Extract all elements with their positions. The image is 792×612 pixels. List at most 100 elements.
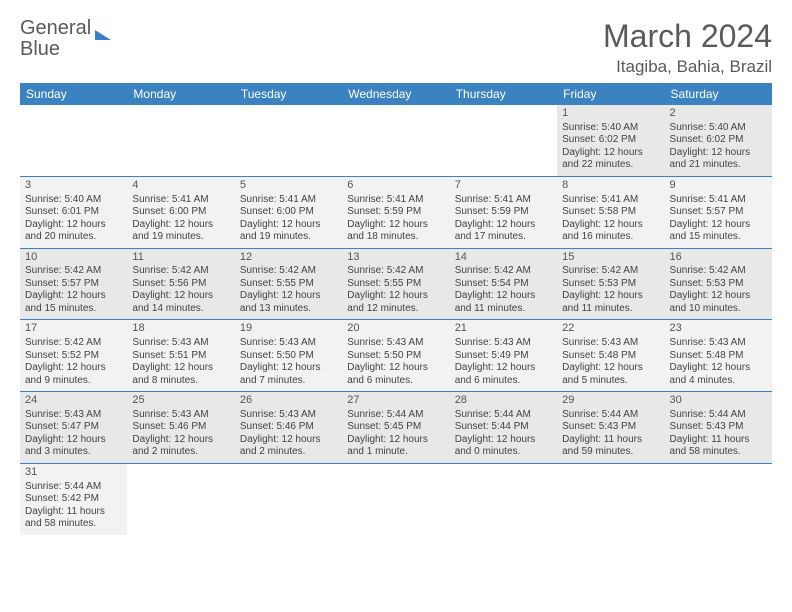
day-number: 29 <box>562 394 659 408</box>
sunset-line: Sunset: 5:59 PM <box>347 206 444 219</box>
sunrise-line: Sunrise: 5:42 AM <box>455 265 552 278</box>
daylight-line: Daylight: 12 hours and 12 minutes. <box>347 290 444 315</box>
calendar-week-row: 3Sunrise: 5:40 AMSunset: 6:01 PMDaylight… <box>20 176 772 248</box>
sunset-line: Sunset: 5:54 PM <box>455 278 552 291</box>
sunset-line: Sunset: 5:57 PM <box>25 278 122 291</box>
sunset-line: Sunset: 5:45 PM <box>347 421 444 434</box>
calendar-cell: 26Sunrise: 5:43 AMSunset: 5:46 PMDayligh… <box>235 392 342 464</box>
sunset-line: Sunset: 5:50 PM <box>240 350 337 363</box>
calendar-cell: 28Sunrise: 5:44 AMSunset: 5:44 PMDayligh… <box>450 392 557 464</box>
title-block: March 2024 Itagiba, Bahia, Brazil <box>603 18 772 77</box>
day-number: 3 <box>25 179 122 193</box>
location: Itagiba, Bahia, Brazil <box>603 57 772 77</box>
calendar-cell: 13Sunrise: 5:42 AMSunset: 5:55 PMDayligh… <box>342 248 449 320</box>
sunrise-line: Sunrise: 5:41 AM <box>455 194 552 207</box>
weekday-header: Friday <box>557 83 664 105</box>
daylight-line: Daylight: 12 hours and 0 minutes. <box>455 434 552 459</box>
daylight-line: Daylight: 12 hours and 18 minutes. <box>347 219 444 244</box>
sunset-line: Sunset: 6:02 PM <box>670 134 767 147</box>
sunset-line: Sunset: 5:55 PM <box>240 278 337 291</box>
weekday-header-row: Sunday Monday Tuesday Wednesday Thursday… <box>20 83 772 105</box>
day-number: 18 <box>132 322 229 336</box>
day-number: 26 <box>240 394 337 408</box>
calendar-cell: 3Sunrise: 5:40 AMSunset: 6:01 PMDaylight… <box>20 176 127 248</box>
calendar-cell: 12Sunrise: 5:42 AMSunset: 5:55 PMDayligh… <box>235 248 342 320</box>
calendar-table: Sunday Monday Tuesday Wednesday Thursday… <box>20 83 772 535</box>
calendar-cell: 2Sunrise: 5:40 AMSunset: 6:02 PMDaylight… <box>665 105 772 176</box>
calendar-cell: 8Sunrise: 5:41 AMSunset: 5:58 PMDaylight… <box>557 176 664 248</box>
daylight-line: Daylight: 11 hours and 58 minutes. <box>25 506 122 531</box>
calendar-cell <box>342 105 449 176</box>
calendar-cell: 18Sunrise: 5:43 AMSunset: 5:51 PMDayligh… <box>127 320 234 392</box>
sunrise-line: Sunrise: 5:41 AM <box>240 194 337 207</box>
sunset-line: Sunset: 5:43 PM <box>670 421 767 434</box>
sunrise-line: Sunrise: 5:43 AM <box>455 337 552 350</box>
calendar-cell: 6Sunrise: 5:41 AMSunset: 5:59 PMDaylight… <box>342 176 449 248</box>
daylight-line: Daylight: 12 hours and 20 minutes. <box>25 219 122 244</box>
sunset-line: Sunset: 6:01 PM <box>25 206 122 219</box>
weekday-header: Tuesday <box>235 83 342 105</box>
daylight-line: Daylight: 12 hours and 15 minutes. <box>670 219 767 244</box>
day-number: 12 <box>240 251 337 265</box>
day-number: 28 <box>455 394 552 408</box>
day-number: 8 <box>562 179 659 193</box>
calendar-cell: 7Sunrise: 5:41 AMSunset: 5:59 PMDaylight… <box>450 176 557 248</box>
day-number: 23 <box>670 322 767 336</box>
calendar-cell <box>665 463 772 534</box>
calendar-cell <box>235 105 342 176</box>
logo-flag-icon <box>95 30 111 40</box>
day-number: 10 <box>25 251 122 265</box>
sunrise-line: Sunrise: 5:42 AM <box>670 265 767 278</box>
day-number: 14 <box>455 251 552 265</box>
sunrise-line: Sunrise: 5:43 AM <box>670 337 767 350</box>
daylight-line: Daylight: 12 hours and 19 minutes. <box>132 219 229 244</box>
day-number: 6 <box>347 179 444 193</box>
calendar-cell: 24Sunrise: 5:43 AMSunset: 5:47 PMDayligh… <box>20 392 127 464</box>
calendar-cell: 20Sunrise: 5:43 AMSunset: 5:50 PMDayligh… <box>342 320 449 392</box>
daylight-line: Daylight: 12 hours and 2 minutes. <box>240 434 337 459</box>
sunset-line: Sunset: 5:42 PM <box>25 493 122 506</box>
sunrise-line: Sunrise: 5:42 AM <box>562 265 659 278</box>
logo-text-2: Blue <box>20 38 60 60</box>
weekday-header: Monday <box>127 83 234 105</box>
calendar-cell: 27Sunrise: 5:44 AMSunset: 5:45 PMDayligh… <box>342 392 449 464</box>
calendar-cell <box>450 105 557 176</box>
calendar-cell: 19Sunrise: 5:43 AMSunset: 5:50 PMDayligh… <box>235 320 342 392</box>
day-number: 27 <box>347 394 444 408</box>
sunset-line: Sunset: 6:00 PM <box>132 206 229 219</box>
sunset-line: Sunset: 5:49 PM <box>455 350 552 363</box>
calendar-cell: 16Sunrise: 5:42 AMSunset: 5:53 PMDayligh… <box>665 248 772 320</box>
day-number: 19 <box>240 322 337 336</box>
weekday-header: Thursday <box>450 83 557 105</box>
daylight-line: Daylight: 12 hours and 19 minutes. <box>240 219 337 244</box>
logo: General Blue <box>20 18 111 60</box>
daylight-line: Daylight: 12 hours and 8 minutes. <box>132 362 229 387</box>
calendar-cell <box>127 105 234 176</box>
sunrise-line: Sunrise: 5:40 AM <box>670 122 767 135</box>
weekday-header: Saturday <box>665 83 772 105</box>
sunset-line: Sunset: 6:00 PM <box>240 206 337 219</box>
day-number: 13 <box>347 251 444 265</box>
sunrise-line: Sunrise: 5:43 AM <box>240 409 337 422</box>
day-number: 9 <box>670 179 767 193</box>
sunrise-line: Sunrise: 5:43 AM <box>132 409 229 422</box>
calendar-cell: 11Sunrise: 5:42 AMSunset: 5:56 PMDayligh… <box>127 248 234 320</box>
day-number: 25 <box>132 394 229 408</box>
daylight-line: Daylight: 12 hours and 5 minutes. <box>562 362 659 387</box>
calendar-week-row: 17Sunrise: 5:42 AMSunset: 5:52 PMDayligh… <box>20 320 772 392</box>
sunset-line: Sunset: 5:56 PM <box>132 278 229 291</box>
sunset-line: Sunset: 5:47 PM <box>25 421 122 434</box>
day-number: 24 <box>25 394 122 408</box>
daylight-line: Daylight: 12 hours and 2 minutes. <box>132 434 229 459</box>
daylight-line: Daylight: 12 hours and 6 minutes. <box>347 362 444 387</box>
daylight-line: Daylight: 11 hours and 58 minutes. <box>670 434 767 459</box>
calendar-cell: 9Sunrise: 5:41 AMSunset: 5:57 PMDaylight… <box>665 176 772 248</box>
sunrise-line: Sunrise: 5:43 AM <box>562 337 659 350</box>
calendar-cell <box>450 463 557 534</box>
daylight-line: Daylight: 12 hours and 3 minutes. <box>25 434 122 459</box>
daylight-line: Daylight: 12 hours and 13 minutes. <box>240 290 337 315</box>
calendar-cell: 25Sunrise: 5:43 AMSunset: 5:46 PMDayligh… <box>127 392 234 464</box>
calendar-cell: 4Sunrise: 5:41 AMSunset: 6:00 PMDaylight… <box>127 176 234 248</box>
calendar-cell: 22Sunrise: 5:43 AMSunset: 5:48 PMDayligh… <box>557 320 664 392</box>
calendar-cell <box>342 463 449 534</box>
